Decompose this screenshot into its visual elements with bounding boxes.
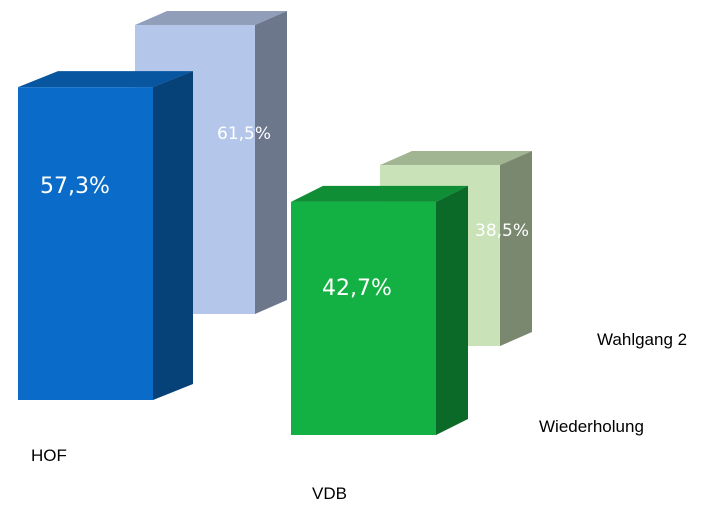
- value-label-hof-wiederholung: 57,3%: [40, 174, 110, 199]
- value-label-hof-wahlgang-2: 61,5%: [217, 124, 271, 144]
- front-series-bars: 57,3% 42,7%: [18, 71, 468, 435]
- bar-top-face: [18, 71, 193, 88]
- bar-side-face: [153, 71, 193, 400]
- bar-hof-wiederholung: 57,3%: [18, 71, 193, 400]
- text-labels: HOF VDB Wahlgang 2 Wiederholung: [31, 330, 687, 503]
- bar-vdb-wiederholung: 42,7%: [291, 185, 468, 435]
- value-label-vdb-wahlgang-2: 38,5%: [475, 221, 529, 241]
- series-label-wiederholung: Wiederholung: [539, 417, 644, 436]
- bar-side-face: [436, 185, 468, 435]
- bar-top-face: [291, 185, 468, 202]
- bar-side-face: [500, 151, 532, 346]
- bar-front-face: [18, 87, 153, 400]
- bar-side-face: [255, 10, 287, 314]
- bar-front-face: [291, 201, 436, 435]
- series-label-wahlgang-2: Wahlgang 2: [597, 330, 687, 349]
- category-label-hof: HOF: [31, 446, 67, 465]
- bar-top-face: [135, 10, 287, 25]
- category-label-vdb: VDB: [312, 484, 347, 503]
- value-label-vdb-wiederholung: 42,7%: [322, 276, 392, 301]
- bar-top-face: [380, 151, 532, 166]
